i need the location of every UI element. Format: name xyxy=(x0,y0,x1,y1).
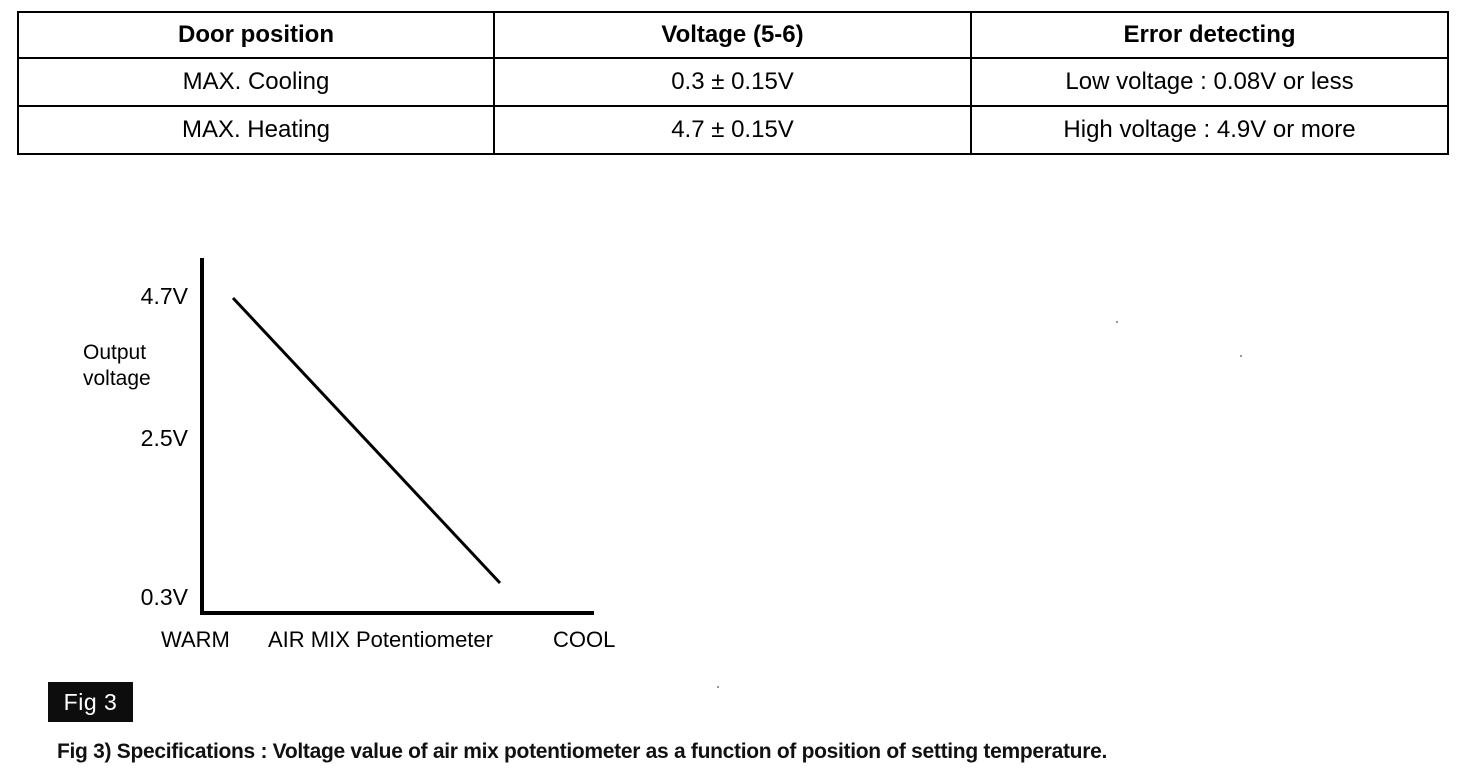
cell-error-detecting: Low voltage : 0.08V or less xyxy=(970,57,1449,107)
figure-caption: Fig 3) Specifications : Voltage value of… xyxy=(57,740,1107,763)
figure-badge: Fig 3 xyxy=(48,682,133,722)
header-door-position: Door position xyxy=(17,11,495,59)
y-axis-label-line-1: Output xyxy=(83,341,146,364)
scan-speck xyxy=(1116,321,1118,323)
y-tick-label: 2.5V xyxy=(141,425,189,451)
x-label-warm: WARM xyxy=(161,627,230,652)
header-voltage: Voltage (5-6) xyxy=(493,11,972,59)
series-line xyxy=(231,296,502,585)
header-error-detecting: Error detecting xyxy=(970,11,1449,59)
y-tick-label: 4.7V xyxy=(141,283,189,309)
table-header-row: Door position Voltage (5-6) Error detect… xyxy=(17,11,1449,59)
cell-door-position: MAX. Cooling xyxy=(17,57,495,107)
cell-voltage: 0.3 ± 0.15V xyxy=(493,57,972,107)
x-label-cool: COOL xyxy=(553,627,615,652)
cell-door-position: MAX. Heating xyxy=(17,105,495,155)
specification-table: Door position Voltage (5-6) Error detect… xyxy=(17,11,1449,155)
y-tick-label: 0.3V xyxy=(141,584,189,610)
cell-error-detecting: High voltage : 4.9V or more xyxy=(970,105,1449,155)
cell-voltage: 4.7 ± 0.15V xyxy=(493,105,972,155)
y-axis-label-line-2: voltage xyxy=(83,367,151,390)
scan-speck xyxy=(1240,355,1242,357)
series-layer xyxy=(231,296,502,585)
x-axis-title: AIR MIX Potentiometer xyxy=(268,627,493,652)
table-row: MAX. Cooling 0.3 ± 0.15V Low voltage : 0… xyxy=(17,57,1449,107)
scan-speck xyxy=(717,686,719,688)
table-row: MAX. Heating 4.7 ± 0.15V High voltage : … xyxy=(17,105,1449,155)
